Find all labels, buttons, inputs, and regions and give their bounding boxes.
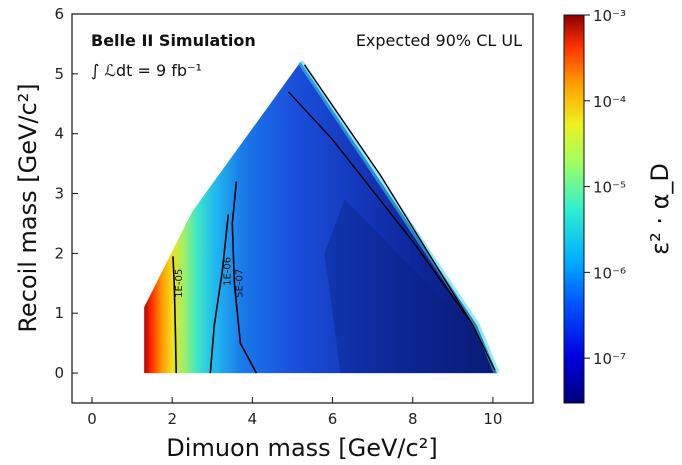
- contour-label-1: 1E-06: [222, 257, 233, 286]
- contour-label-0: 1E-05: [174, 269, 185, 298]
- luminosity-label: ∫ ℒdt = 9 fb⁻¹: [91, 61, 202, 80]
- x-axis-title: Dimuon mass [GeV/c²]: [166, 434, 437, 462]
- plot-frame: [71, 13, 534, 404]
- y-ticks: 0 1 2 3 4 5 6: [54, 5, 78, 382]
- low-limit-region: [324, 199, 493, 374]
- y-tick-label: 6: [54, 5, 64, 23]
- contour-lines: [172, 64, 496, 374]
- y-tick-label: 4: [54, 125, 64, 143]
- colorbar-tick-label: 10⁻⁴: [593, 93, 626, 111]
- allowed-region-heatmap: [144, 61, 497, 374]
- contour-1: [209, 214, 230, 374]
- contour-labels: 1E-05 1E-06 5E-07: [174, 257, 245, 298]
- x-tick-label: 0: [87, 410, 97, 428]
- y-tick-label: 2: [54, 244, 64, 262]
- y-tick-label: 0: [54, 364, 64, 382]
- colorbar-tick-label: 10⁻⁶: [593, 264, 626, 282]
- y-axis-title: Recoil mass [GeV/c²]: [14, 83, 42, 332]
- experiment-label: Belle II Simulation: [91, 31, 256, 50]
- colorbar-title: ε² · α_D: [646, 163, 674, 255]
- kinematic-edge-band: [298, 60, 500, 375]
- x-tick-label: 2: [167, 410, 177, 428]
- result-label: Expected 90% CL UL: [356, 31, 522, 50]
- colorbar-tick-label: 10⁻⁷: [593, 350, 626, 368]
- x-tick-label: 10: [483, 410, 502, 428]
- x-ticks: 0 2 4 6 8 10: [87, 397, 502, 428]
- y-tick-label: 5: [54, 65, 64, 83]
- colorbar-tick-label: 10⁻⁵: [593, 179, 626, 197]
- colorbar-tick-label: 10⁻³: [593, 7, 626, 25]
- colorbar-ticks: 10⁻³ 10⁻⁴ 10⁻⁵ 10⁻⁶ 10⁻⁷: [584, 7, 626, 368]
- plot-area: 1E-05 1E-06 5E-07: [144, 60, 500, 375]
- edge-contour-0: [303, 64, 496, 371]
- y-tick-label: 1: [54, 304, 64, 322]
- y-tick-label: 3: [54, 185, 64, 203]
- x-tick-label: 8: [408, 410, 418, 428]
- colorbar: [563, 14, 585, 404]
- contour-2: [231, 181, 258, 374]
- x-tick-label: 6: [328, 410, 338, 428]
- contour-label-2: 5E-07: [234, 269, 245, 298]
- x-tick-label: 4: [248, 410, 258, 428]
- contour-0: [172, 256, 177, 374]
- edge-contour-1: [287, 91, 470, 320]
